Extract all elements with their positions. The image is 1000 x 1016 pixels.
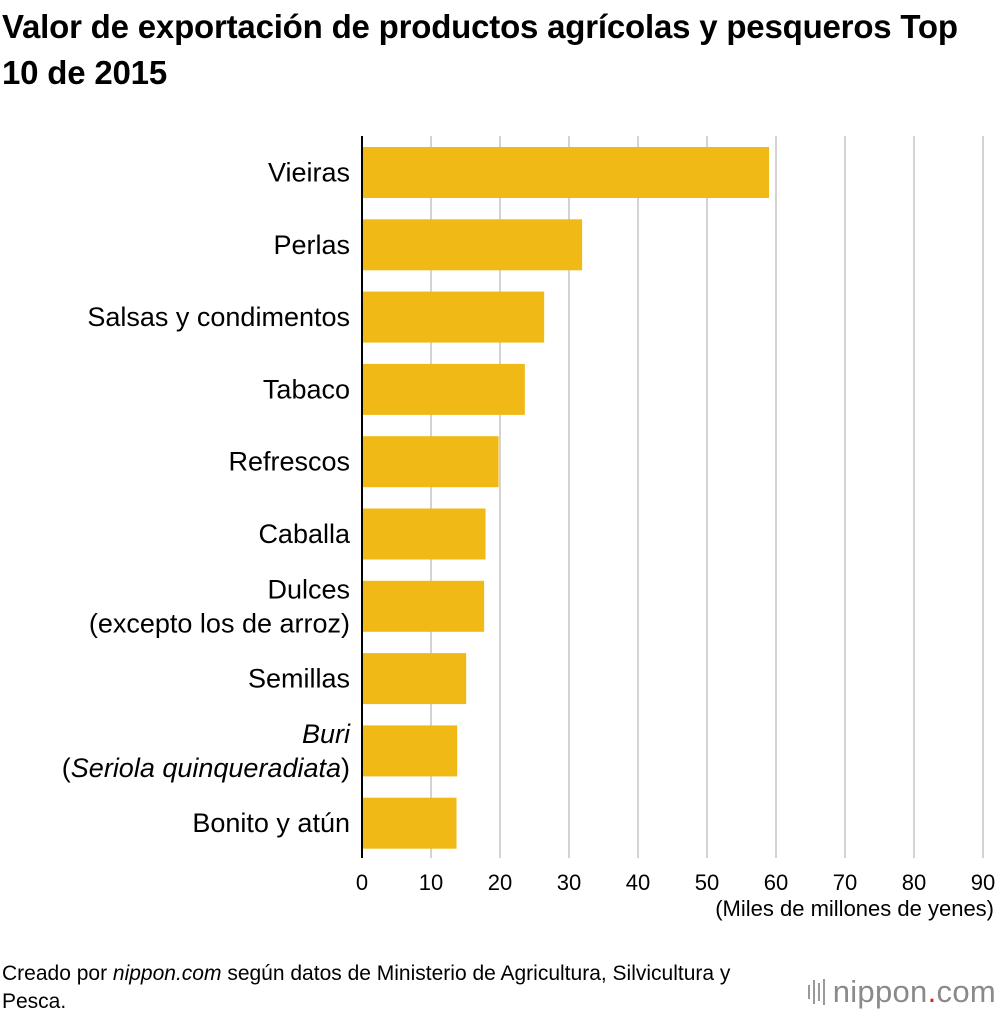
x-tick-label: 20 [488,870,512,895]
nippon-logo: nippon.com [807,972,996,1012]
bar [362,797,457,849]
source-suffix: según datos de Ministerio de Agricultura… [2,962,731,1013]
x-tick-label: 0 [356,870,368,895]
bar [362,291,545,343]
category-label: Dulces [267,574,350,604]
bar [362,219,583,271]
bar [362,725,458,777]
x-tick-label: 60 [764,870,788,895]
bar [362,363,525,415]
source-site: nippon.com [112,962,222,985]
bar-chart: Vieiras Perlas Salsas y condimentos Tabaco R… [62,136,995,921]
logo-name: nippon [832,974,928,1009]
bar [362,436,499,488]
x-tick-label: 80 [902,870,926,895]
category-label: Semillas [248,664,350,694]
logo-tld: com [936,974,996,1009]
category-label: Perlas [273,230,350,260]
x-tick-label: 90 [971,870,995,895]
category-label: Refrescos [228,447,350,477]
source-prefix: Creado por [2,962,113,985]
bar [362,653,467,705]
source-note: Creado por nippon.com según datos de Min… [2,960,742,1016]
chart-title: Valor de exportación de productos agríco… [2,8,958,91]
x-tick-label: 10 [419,870,443,895]
logo-bars-icon [807,979,825,1005]
category-label: Bonito y atún [192,808,350,838]
bar [362,147,770,198]
category-label: Tabaco [263,374,350,404]
category-label: Salsas y condimentos [87,302,350,332]
bar [362,580,485,632]
category-label: Caballa [258,519,351,549]
x-axis-label: (Miles de millones de yenes) [715,896,994,921]
x-tick-label: 30 [557,870,581,895]
category-label: Vieiras [268,158,350,188]
category-label: Buri [302,719,351,749]
bar [362,508,486,560]
category-label: (Seriola quinqueradiata) [62,753,350,783]
x-tick-label: 40 [626,870,650,895]
logo-text: nippon.com [833,974,996,1010]
x-tick-label: 70 [833,870,857,895]
x-tick-label: 50 [695,870,719,895]
logo-dot: . [927,974,937,1009]
category-label: (excepto los de arroz) [89,608,350,638]
